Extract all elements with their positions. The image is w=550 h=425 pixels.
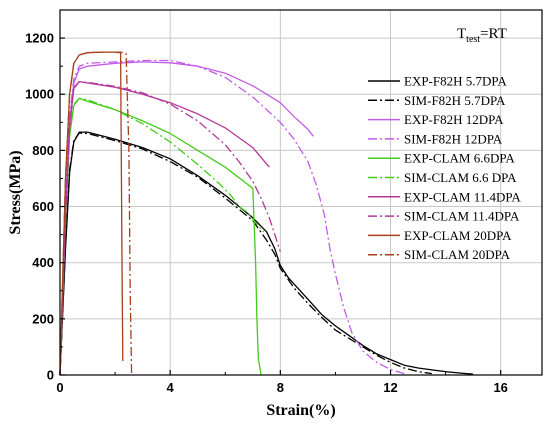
y-tick-label: 600: [32, 199, 54, 214]
y-tick-label: 1000: [25, 87, 54, 102]
annotation-main: T: [457, 26, 466, 42]
legend-label: SIM-F82H 5.7DPA: [404, 93, 506, 108]
legend: EXP-F82H 5.7DPA SIM-F82H 5.7DPA EXP-F82H 1…: [368, 74, 521, 262]
annotation-subscript: test: [466, 34, 480, 45]
legend-label: SIM-F82H 12DPA: [404, 131, 503, 146]
x-tick-label: 4: [167, 380, 175, 395]
y-tick-label: 400: [32, 255, 54, 270]
legend-label: EXP-CLAM 6.6DPA: [404, 151, 515, 166]
x-tick-label: 12: [383, 380, 397, 395]
series-line-1: [59, 131, 474, 376]
series-line-5: [59, 97, 262, 376]
series-line-10: [59, 51, 133, 376]
series-line-4: [59, 59, 405, 376]
y-axis-title: Stress(MPa): [7, 150, 24, 234]
grid: [60, 10, 542, 375]
legend-label: SIM-CLAM 20DPA: [404, 247, 511, 262]
y-tick-label: 1200: [25, 31, 54, 46]
plot-frame: [59, 9, 543, 376]
legend-label: EXP-CLAM 20DPA: [404, 228, 512, 243]
y-tick-label: 200: [32, 311, 54, 326]
series-line-7: [59, 80, 270, 376]
legend-label: EXP-F82H 12DPA: [404, 112, 504, 127]
x-tick-label: 8: [277, 380, 284, 395]
y-tick-labels: 0 200 400 600 800 1000 1200: [25, 31, 54, 383]
test-temperature-annotation: Ttest=RT: [457, 26, 507, 45]
legend-label: SIM-CLAM 11.4DPA: [404, 209, 520, 224]
legend-label: EXP-F82H 5.7DPA: [404, 74, 507, 89]
x-tick-label: 0: [56, 380, 63, 395]
ticks: [59, 37, 502, 376]
series-line-6: [59, 97, 265, 376]
x-tick-label: 16: [493, 380, 507, 395]
legend-label: EXP-CLAM 11.4DPA: [404, 189, 521, 204]
series-layer: [59, 51, 474, 376]
annotation-suffix: =RT: [480, 26, 507, 42]
x-axis-title: Strain(%): [266, 402, 335, 419]
x-tick-labels: 0 4 8 12 16: [56, 380, 508, 395]
y-tick-label: 800: [32, 143, 54, 158]
legend-label: SIM-CLAM 6.6 DPA: [404, 170, 517, 185]
series-line-2: [59, 132, 432, 376]
y-tick-label: 0: [47, 368, 54, 383]
series-line-8: [59, 80, 281, 376]
